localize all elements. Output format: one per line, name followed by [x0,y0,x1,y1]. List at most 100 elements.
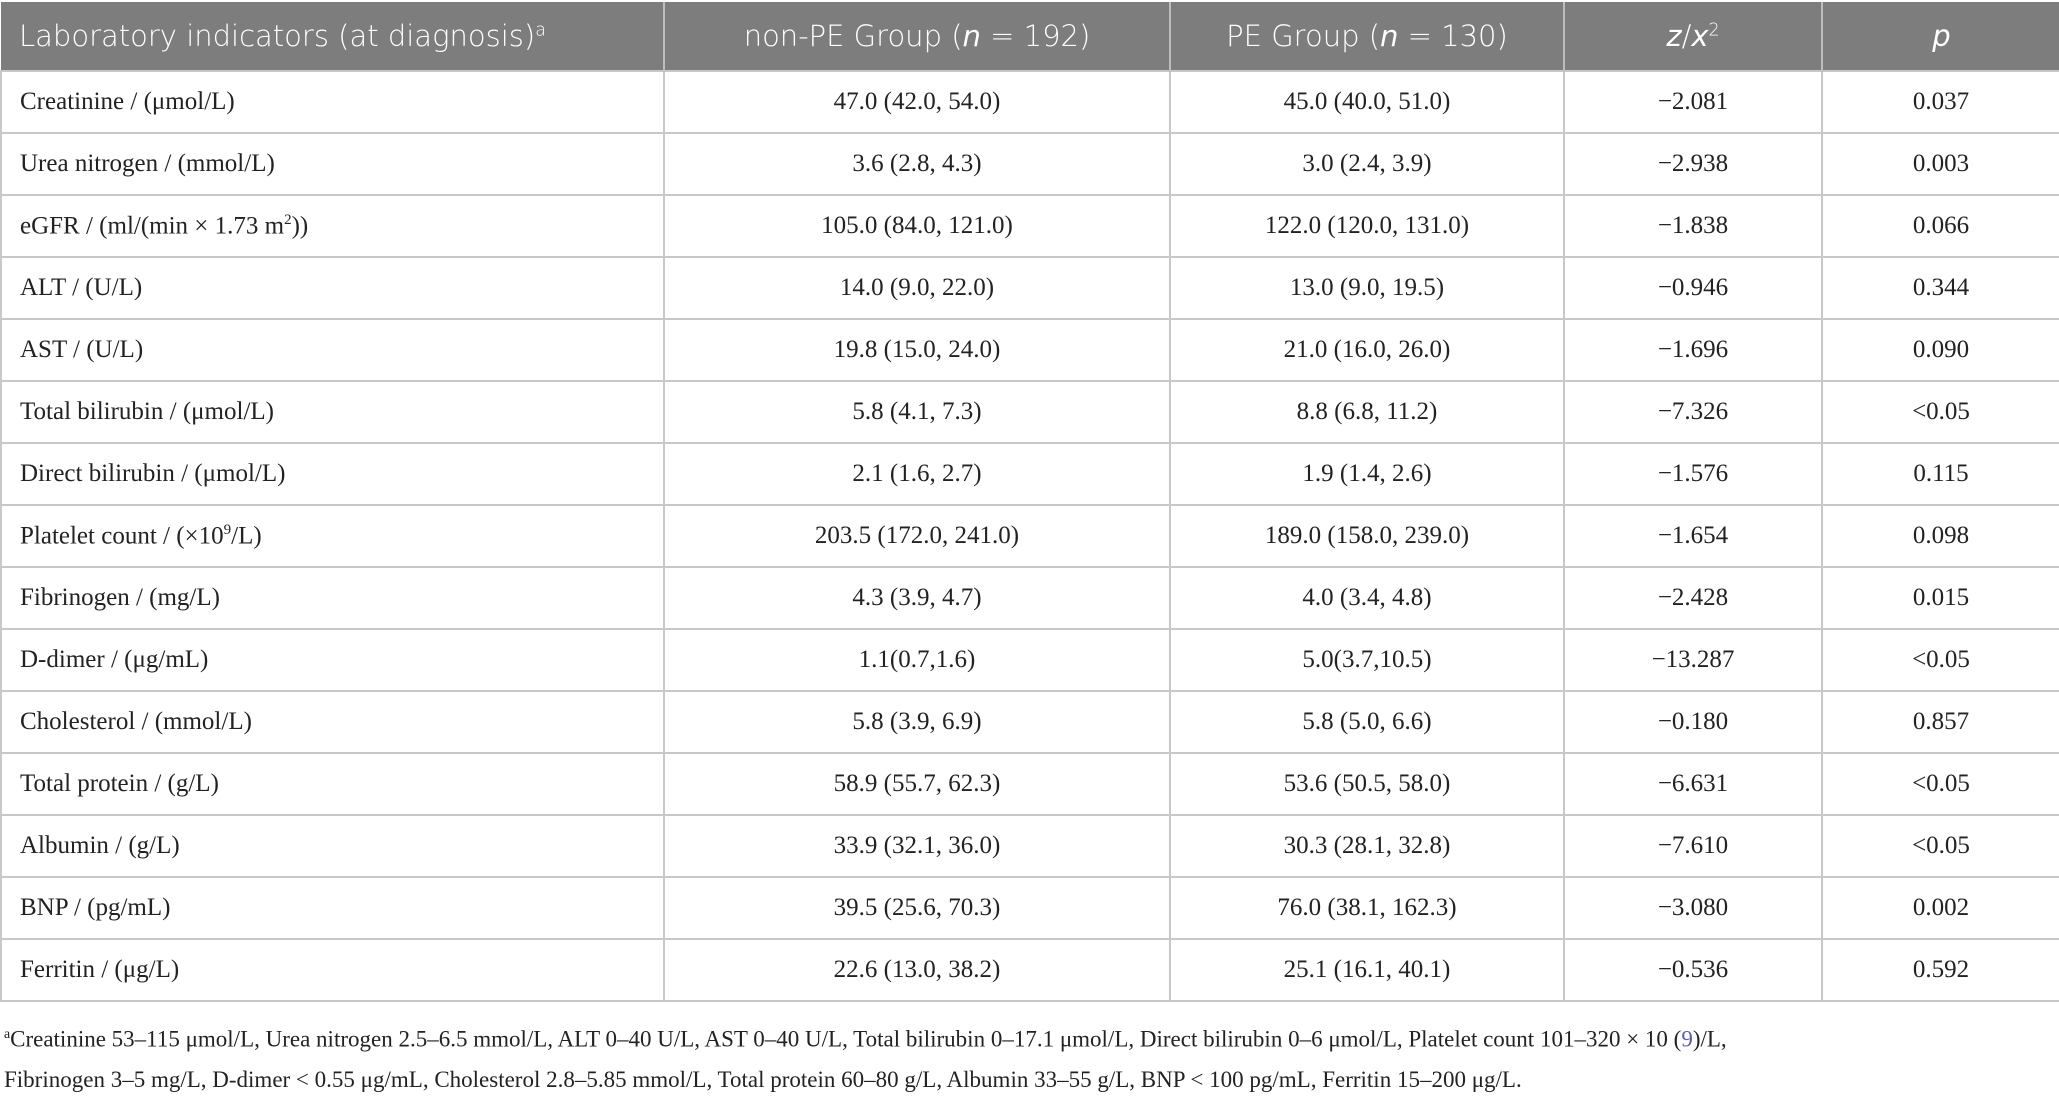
table-row: ALT / (U/L) 14.0 (9.0, 22.0) 13.0 (9.0, 19… [0,256,2059,320]
pe-cell: 25.1 (16.1, 40.1) [1170,938,1565,1002]
statistic-cell: −0.946 [1564,256,1823,320]
pe-cell: 3.0 (2.4, 3.9) [1170,132,1565,196]
lab-indicators-table: Laboratory indicators (at diagnosis)a no… [0,2,2059,1002]
indicator-cell: Direct bilirubin / (μmol/L) [0,442,665,506]
statistic-cell: −3.080 [1564,876,1823,940]
statistic-cell: −1.696 [1564,318,1823,382]
indicator-cell: ALT / (U/L) [0,256,665,320]
footnote: aCreatinine 53–115 μmol/L, Urea nitrogen… [0,1002,2059,1100]
table-row: BNP / (pg/mL) 39.5 (25.6, 70.3) 76.0 (38.1… [0,876,2059,940]
indicator-cell: Total bilirubin / (μmol/L) [0,380,665,444]
table-row: D-dimer / (μg/mL) 1.1(0.7,1.6) 5.0(3.7,10.… [0,628,2059,692]
non-pe-cell: 47.0 (42.0, 54.0) [664,70,1171,134]
statistic-cell: −0.180 [1564,690,1823,754]
indicator-cell: BNP / (pg/mL) [0,876,665,940]
statistic-cell: −1.654 [1564,504,1823,568]
statistic-cell: −1.838 [1564,194,1823,258]
table-row: Direct bilirubin / (μmol/L) 2.1 (1.6, 2.7… [0,442,2059,506]
statistic-cell: −7.610 [1564,814,1823,878]
p-value-cell: 0.592 [1822,938,2059,1002]
p-value-cell: 0.003 [1822,132,2059,196]
non-pe-cell: 39.5 (25.6, 70.3) [664,876,1171,940]
p-value-cell: 0.098 [1822,504,2059,568]
pe-cell: 189.0 (158.0, 239.0) [1170,504,1565,568]
footnote-line-1: aCreatinine 53–115 μmol/L, Urea nitrogen… [4,1026,1727,1052]
pe-cell: 4.0 (3.4, 4.8) [1170,566,1565,630]
table-row: Platelet count / (×109/L) 203.5 (172.0, 2… [0,504,2059,568]
header-non-pe: non-PE Group (n = 192) [664,2,1171,71]
non-pe-cell: 203.5 (172.0, 241.0) [664,504,1171,568]
pe-cell: 122.0 (120.0, 131.0) [1170,194,1565,258]
pe-cell: 53.6 (50.5, 58.0) [1170,752,1565,816]
p-value-cell: 0.015 [1822,566,2059,630]
pe-cell: 5.0(3.7,10.5) [1170,628,1565,692]
table-row: Ferritin / (μg/L) 22.6 (13.0, 38.2) 25.1 (… [0,938,2059,1002]
indicator-cell: Ferritin / (μg/L) [0,938,665,1002]
pe-cell: 5.8 (5.0, 6.6) [1170,690,1565,754]
p-value-cell: 0.857 [1822,690,2059,754]
header-pe: PE Group (n = 130) [1170,2,1565,71]
pe-cell: 76.0 (38.1, 162.3) [1170,876,1565,940]
pe-cell: 45.0 (40.0, 51.0) [1170,70,1565,134]
table-row: eGFR / (ml/(min × 1.73 m2)) 105.0 (84.0, … [0,194,2059,258]
indicator-cell: Urea nitrogen / (mmol/L) [0,132,665,196]
non-pe-cell: 19.8 (15.0, 24.0) [664,318,1171,382]
non-pe-cell: 33.9 (32.1, 36.0) [664,814,1171,878]
non-pe-cell: 58.9 (55.7, 62.3) [664,752,1171,816]
statistic-cell: −2.081 [1564,70,1823,134]
non-pe-cell: 2.1 (1.6, 2.7) [664,442,1171,506]
non-pe-cell: 105.0 (84.0, 121.0) [664,194,1171,258]
p-value-cell: <0.05 [1822,752,2059,816]
p-value-cell: <0.05 [1822,380,2059,444]
statistic-cell: −7.326 [1564,380,1823,444]
table-row: AST / (U/L) 19.8 (15.0, 24.0) 21.0 (16.0, … [0,318,2059,382]
p-value-cell: 0.037 [1822,70,2059,134]
indicator-cell: Fibrinogen / (mg/L) [0,566,665,630]
statistic-cell: −13.287 [1564,628,1823,692]
indicator-cell: D-dimer / (μg/mL) [0,628,665,692]
pe-cell: 1.9 (1.4, 2.6) [1170,442,1565,506]
non-pe-cell: 22.6 (13.0, 38.2) [664,938,1171,1002]
header-row: Laboratory indicators (at diagnosis)a no… [1,2,2059,71]
non-pe-cell: 5.8 (4.1, 7.3) [664,380,1171,444]
indicator-cell: Cholesterol / (mmol/L) [0,690,665,754]
p-value-cell: 0.090 [1822,318,2059,382]
statistic-cell: −6.631 [1564,752,1823,816]
table-row: Fibrinogen / (mg/L) 4.3 (3.9, 4.7) 4.0 (3.… [0,566,2059,630]
table-row: Cholesterol / (mmol/L) 5.8 (3.9, 6.9) 5.8 … [0,690,2059,754]
statistic-cell: −2.938 [1564,132,1823,196]
pe-cell: 21.0 (16.0, 26.0) [1170,318,1565,382]
non-pe-cell: 5.8 (3.9, 6.9) [664,690,1171,754]
header-statistic: z/x2 [1564,2,1823,71]
pe-cell: 8.8 (6.8, 11.2) [1170,380,1565,444]
table-row: Creatinine / (μmol/L) 47.0 (42.0, 54.0) 45… [0,70,2059,134]
footnote-line-2: Fibrinogen 3–5 mg/L, D-dimer < 0.55 μg/m… [4,1066,1522,1092]
reference-link[interactable]: 9 [1681,1026,1693,1052]
table-row: Total bilirubin / (μmol/L) 5.8 (4.1, 7.3)… [0,380,2059,444]
header-indicator: Laboratory indicators (at diagnosis)a [1,2,665,71]
p-value-cell: 0.002 [1822,876,2059,940]
pe-cell: 30.3 (28.1, 32.8) [1170,814,1565,878]
statistic-cell: −2.428 [1564,566,1823,630]
p-value-cell: 0.066 [1822,194,2059,258]
indicator-cell: Creatinine / (μmol/L) [0,70,665,134]
non-pe-cell: 4.3 (3.9, 4.7) [664,566,1171,630]
p-value-cell: <0.05 [1822,814,2059,878]
non-pe-cell: 3.6 (2.8, 4.3) [664,132,1171,196]
table-row: Albumin / (g/L) 33.9 (32.1, 36.0) 30.3 (28… [0,814,2059,878]
indicator-cell: Platelet count / (×109/L) [0,504,665,568]
p-value-cell: <0.05 [1822,628,2059,692]
indicator-cell: Total protein / (g/L) [0,752,665,816]
table-row: Urea nitrogen / (mmol/L) 3.6 (2.8, 4.3) 3.… [0,132,2059,196]
statistic-cell: −1.576 [1564,442,1823,506]
indicator-cell: eGFR / (ml/(min × 1.73 m2)) [0,194,665,258]
pe-cell: 13.0 (9.0, 19.5) [1170,256,1565,320]
table-row: Total protein / (g/L) 58.9 (55.7, 62.3) 53… [0,752,2059,816]
indicator-cell: AST / (U/L) [0,318,665,382]
non-pe-cell: 1.1(0.7,1.6) [664,628,1171,692]
statistic-cell: −0.536 [1564,938,1823,1002]
non-pe-cell: 14.0 (9.0, 22.0) [664,256,1171,320]
header-p: p [1822,2,2059,71]
indicator-cell: Albumin / (g/L) [0,814,665,878]
p-value-cell: 0.115 [1822,442,2059,506]
